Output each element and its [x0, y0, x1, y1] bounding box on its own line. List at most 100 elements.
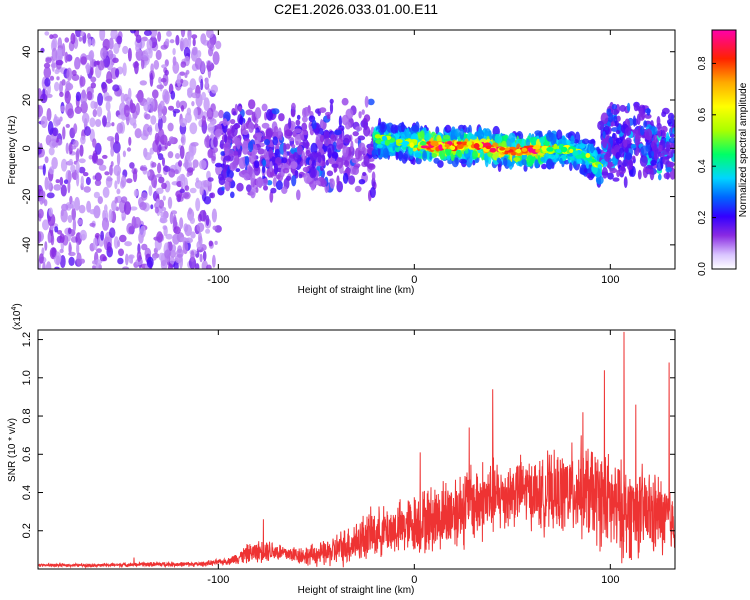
heatmap-cell [143, 30, 152, 36]
heatmap-cell [179, 188, 185, 193]
heatmap-cell [292, 151, 299, 161]
heatmap-cell [295, 141, 299, 146]
heatmap-cell [75, 30, 82, 38]
heatmap-cell [362, 117, 368, 128]
heatmap-cell [38, 208, 44, 219]
heatmap-cell [71, 145, 77, 150]
snr-series-line [38, 331, 675, 569]
heatmap-cell [232, 157, 238, 169]
heatmap-cell [411, 157, 416, 165]
heatmap-ridge-cell [450, 145, 456, 151]
heatmap-cell [221, 186, 225, 191]
heatmap-cell [600, 154, 605, 159]
heatmap-cell [190, 250, 195, 262]
heatmap-cell [104, 171, 110, 176]
heatmap-cell [272, 177, 277, 187]
heatmap-cell [144, 152, 152, 161]
heatmap-cell [67, 180, 71, 194]
heatmap-cell [139, 166, 148, 171]
heatmap-cell [168, 105, 174, 111]
heatmap-cell [61, 203, 69, 212]
heatmap-cell [371, 149, 379, 156]
heatmap-cell [650, 150, 655, 157]
heatmap-cell [471, 150, 478, 160]
heatmap-ridge-cell [456, 143, 464, 149]
heatmap-cell [220, 151, 225, 156]
heatmap-cell [283, 142, 287, 154]
heatmap-cell [305, 149, 312, 157]
heatmap-cell [275, 174, 281, 180]
heatmap-cell [238, 106, 242, 112]
heatmap-cell [187, 35, 192, 48]
heatmap-cell [230, 191, 235, 199]
spectrogram-heatmap [38, 30, 675, 269]
heatmap-cell [345, 121, 351, 130]
x-tick-label: 0 [411, 574, 417, 586]
heatmap-cell [116, 35, 123, 45]
heatmap-cell [362, 171, 367, 177]
heatmap-cell [76, 252, 82, 266]
heatmap-cell [309, 151, 318, 162]
heatmap-cell [624, 127, 632, 137]
heatmap-cell [215, 40, 222, 50]
heatmap-ridge-cell [485, 145, 492, 150]
heatmap-cell [618, 147, 625, 158]
heatmap-cell [157, 31, 162, 42]
heatmap-cell [602, 131, 606, 139]
heatmap-cell [670, 149, 675, 154]
heatmap-cell [95, 263, 102, 269]
heatmap-cell [238, 157, 246, 170]
heatmap-ridge-cell [461, 141, 468, 145]
heatmap-cell [612, 155, 616, 165]
heatmap-cell [45, 261, 52, 269]
heatmap-cell [544, 152, 549, 162]
heatmap-cell [354, 163, 361, 168]
heatmap-cell [44, 156, 49, 164]
y-tick-label: 1.0 [21, 370, 33, 385]
heatmap-ridge-cell [499, 147, 506, 151]
heatmap-cell [344, 160, 350, 168]
heatmap-cell [644, 168, 651, 174]
heatmap-cell [81, 112, 90, 125]
heatmap-cell [102, 154, 108, 159]
heatmap-cell [46, 93, 53, 98]
heatmap-cell [319, 107, 327, 113]
heatmap-cell [175, 100, 181, 109]
heatmap-cell [338, 115, 342, 128]
heatmap-cell [102, 115, 107, 127]
heatmap-cell [174, 153, 181, 159]
colorbar-tick-label: 0.8 [697, 56, 708, 70]
heatmap-cell [649, 168, 655, 181]
heatmap-cell [105, 100, 111, 112]
heatmap-cell [326, 143, 335, 155]
heatmap-cell [192, 38, 196, 47]
heatmap-cell [148, 185, 153, 197]
heatmap-cell [643, 120, 647, 128]
heatmap-cell [639, 155, 648, 167]
heatmap-cell [218, 176, 226, 186]
heatmap-cell [186, 172, 190, 178]
heatmap-cell [126, 147, 132, 152]
heatmap-cell [254, 107, 262, 119]
heatmap-cell [80, 31, 85, 37]
heatmap-cell [79, 91, 88, 105]
heatmap-ridge-cell [401, 140, 410, 145]
heatmap-cell [65, 142, 70, 154]
heatmap-cell [173, 226, 181, 235]
heatmap-cell [59, 116, 63, 122]
heatmap-cell [44, 31, 50, 36]
heatmap-cell [295, 119, 301, 126]
heatmap-cell [123, 201, 132, 215]
heatmap-cell [139, 201, 147, 211]
heatmap-ridge-cell [466, 141, 473, 146]
heatmap-cell [52, 37, 58, 51]
x-tick-label: 100 [601, 574, 619, 586]
heatmap-cell [146, 170, 151, 177]
heatmap-cell [135, 93, 142, 99]
heatmap-cell [77, 219, 83, 225]
heatmap-cell [644, 113, 652, 119]
heatmap-ridge-cell [569, 148, 574, 153]
heatmap-cell [78, 36, 83, 42]
heatmap-cell [119, 234, 127, 243]
heatmap-cell [140, 55, 148, 61]
